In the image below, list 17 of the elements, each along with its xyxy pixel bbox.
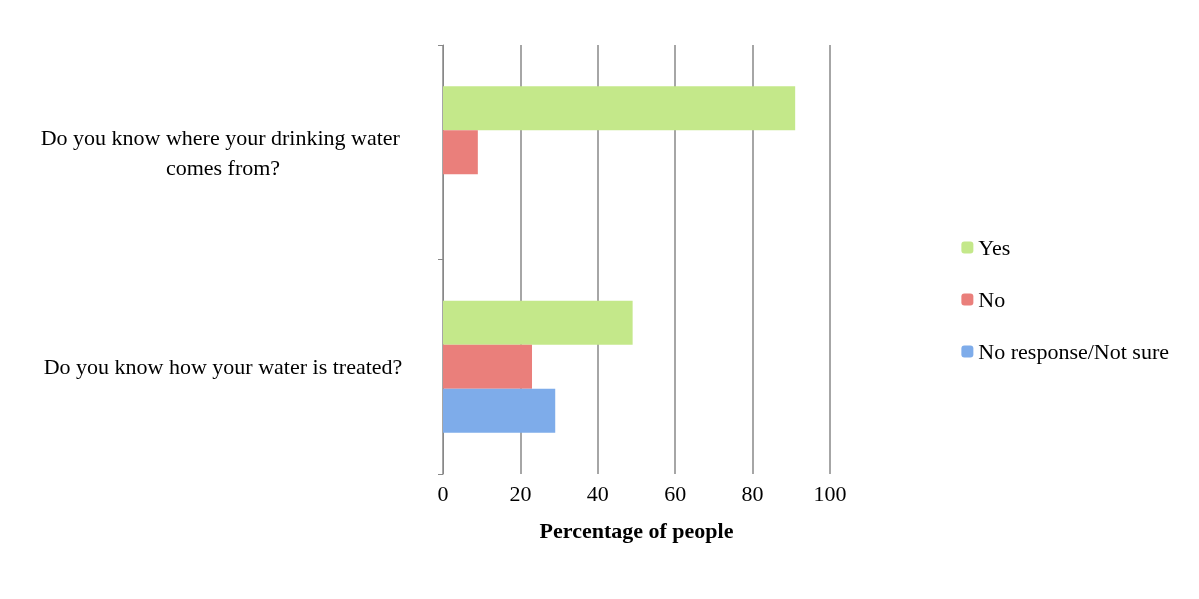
- legend-label: No: [978, 287, 1006, 312]
- bar: [443, 300, 633, 345]
- x-tick-label: 20: [509, 480, 532, 506]
- legend-label: Yes: [978, 235, 1011, 260]
- y-tick-label: Do you know where your drinking water comes from?: [40, 124, 406, 180]
- bar: [443, 130, 478, 175]
- legend-label: No response/Not sure: [978, 339, 1170, 364]
- bar: [443, 388, 556, 433]
- x-axis-title: Percentage of people: [539, 517, 734, 543]
- x-tick-label: 100: [813, 480, 847, 506]
- y-tick-label: Do you know how your water is treated?: [43, 354, 403, 380]
- x-tick-label: 80: [741, 480, 764, 506]
- x-tick-label: 0: [437, 480, 449, 506]
- bar: [443, 86, 796, 131]
- x-tick-label: 40: [586, 480, 609, 506]
- bar: [443, 344, 533, 389]
- x-tick-label: 60: [664, 480, 687, 506]
